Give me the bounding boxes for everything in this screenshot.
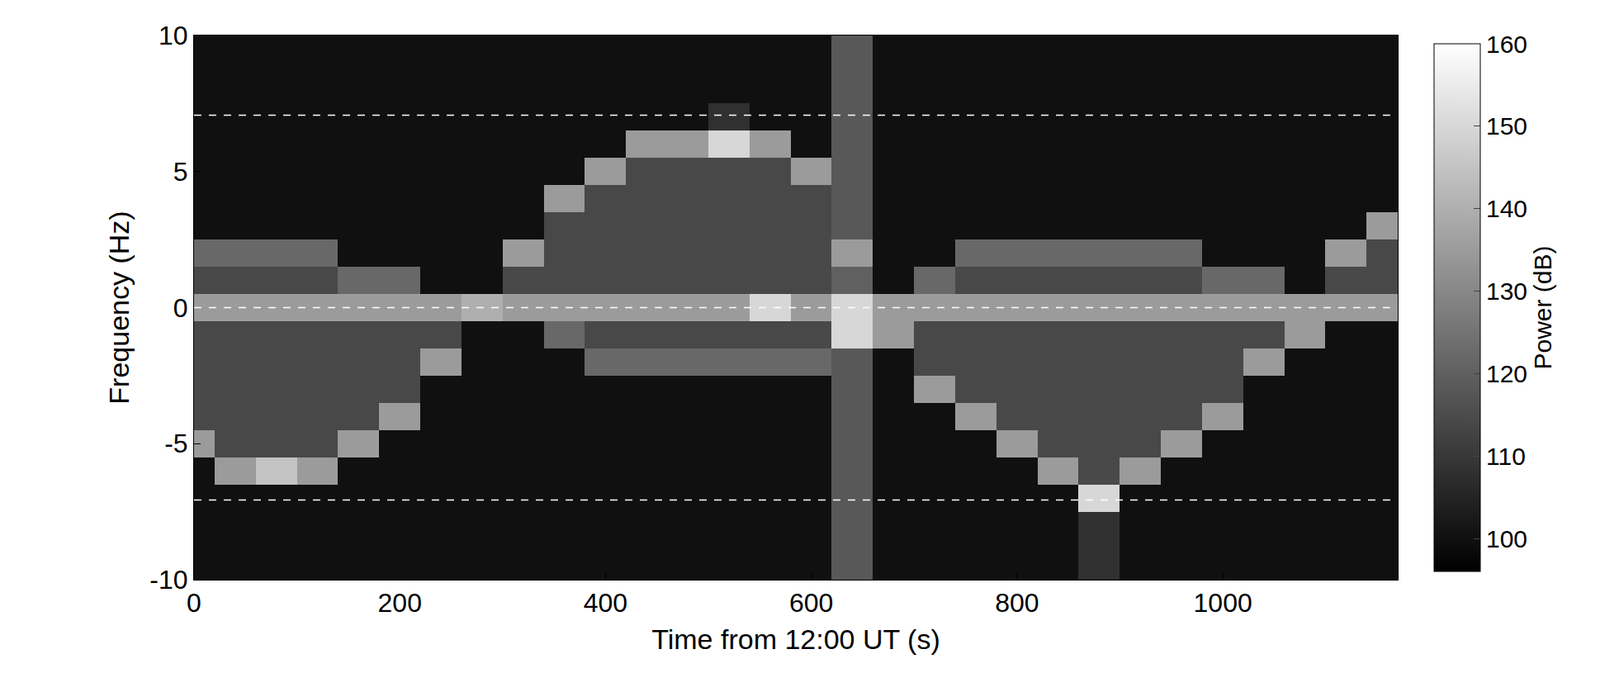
svg-text:Power (dB): Power (dB) [1528,245,1557,370]
svg-text:Time from 12:00 UT (s): Time from 12:00 UT (s) [651,623,941,655]
svg-text:0: 0 [186,587,202,618]
svg-text:Frequency (Hz): Frequency (Hz) [103,210,135,404]
svg-text:-5: -5 [164,428,188,459]
svg-text:200: 200 [378,587,422,618]
svg-text:600: 600 [789,587,834,618]
svg-text:10: 10 [158,20,189,51]
svg-text:100: 100 [1486,525,1528,553]
svg-text:0: 0 [173,293,189,323]
svg-text:400: 400 [583,587,628,618]
svg-text:800: 800 [994,587,1039,618]
svg-text:160: 160 [1486,30,1528,58]
svg-text:120: 120 [1486,359,1528,388]
svg-text:130: 130 [1486,277,1528,305]
svg-text:150: 150 [1486,112,1528,140]
svg-text:140: 140 [1486,194,1528,223]
svg-text:5: 5 [173,156,189,187]
svg-text:1000: 1000 [1193,587,1253,618]
svg-text:110: 110 [1486,442,1526,470]
svg-text:-10: -10 [149,564,188,595]
